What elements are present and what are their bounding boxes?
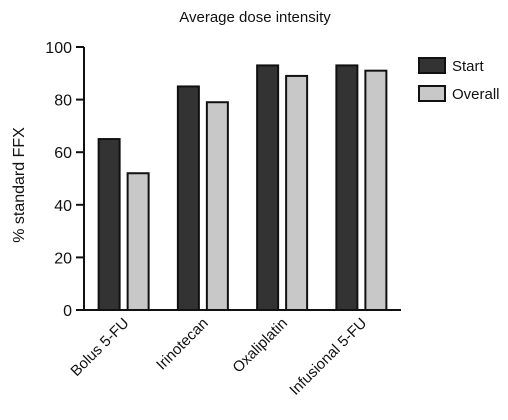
y-tick-label: 100 — [45, 40, 72, 57]
y-axis-label: % standard FFX — [11, 127, 28, 243]
legend-swatch-overall — [418, 85, 446, 102]
x-category-label: Infusional 5-FU — [286, 315, 370, 399]
bar-overall-1 — [205, 101, 229, 312]
legend-label-overall: Overall — [452, 86, 500, 103]
legend-label-start: Start — [452, 58, 485, 75]
bar-overall-2 — [285, 74, 309, 312]
y-tick-label: 40 — [54, 198, 72, 215]
x-category-label: Irinotecan — [153, 315, 212, 374]
y-axis-ticks: 0 20 40 60 80 100 — [45, 40, 84, 320]
legend: Start Overall — [418, 57, 500, 103]
legend-swatch-start — [418, 57, 446, 74]
bars — [97, 64, 388, 312]
x-axis-category-labels: Bolus 5-FU Irinotecan OxaliplatinInfusiona… — [67, 315, 370, 399]
y-tick-label: 0 — [63, 303, 72, 320]
bar-overall-0 — [126, 172, 150, 311]
y-tick-label: 80 — [54, 93, 72, 110]
y-tick-label: 20 — [54, 250, 72, 267]
chart-title: Average dose intensity — [179, 9, 331, 26]
bar-start-1 — [176, 85, 200, 311]
y-tick-label: 60 — [54, 145, 72, 162]
bar-start-2 — [256, 64, 280, 311]
x-category-label: Bolus 5-FU — [67, 315, 132, 380]
bar-overall-3 — [364, 69, 388, 311]
bar-start-0 — [97, 138, 121, 311]
bar-start-3 — [335, 64, 359, 311]
x-category-label: Oxaliplatin — [229, 315, 291, 377]
